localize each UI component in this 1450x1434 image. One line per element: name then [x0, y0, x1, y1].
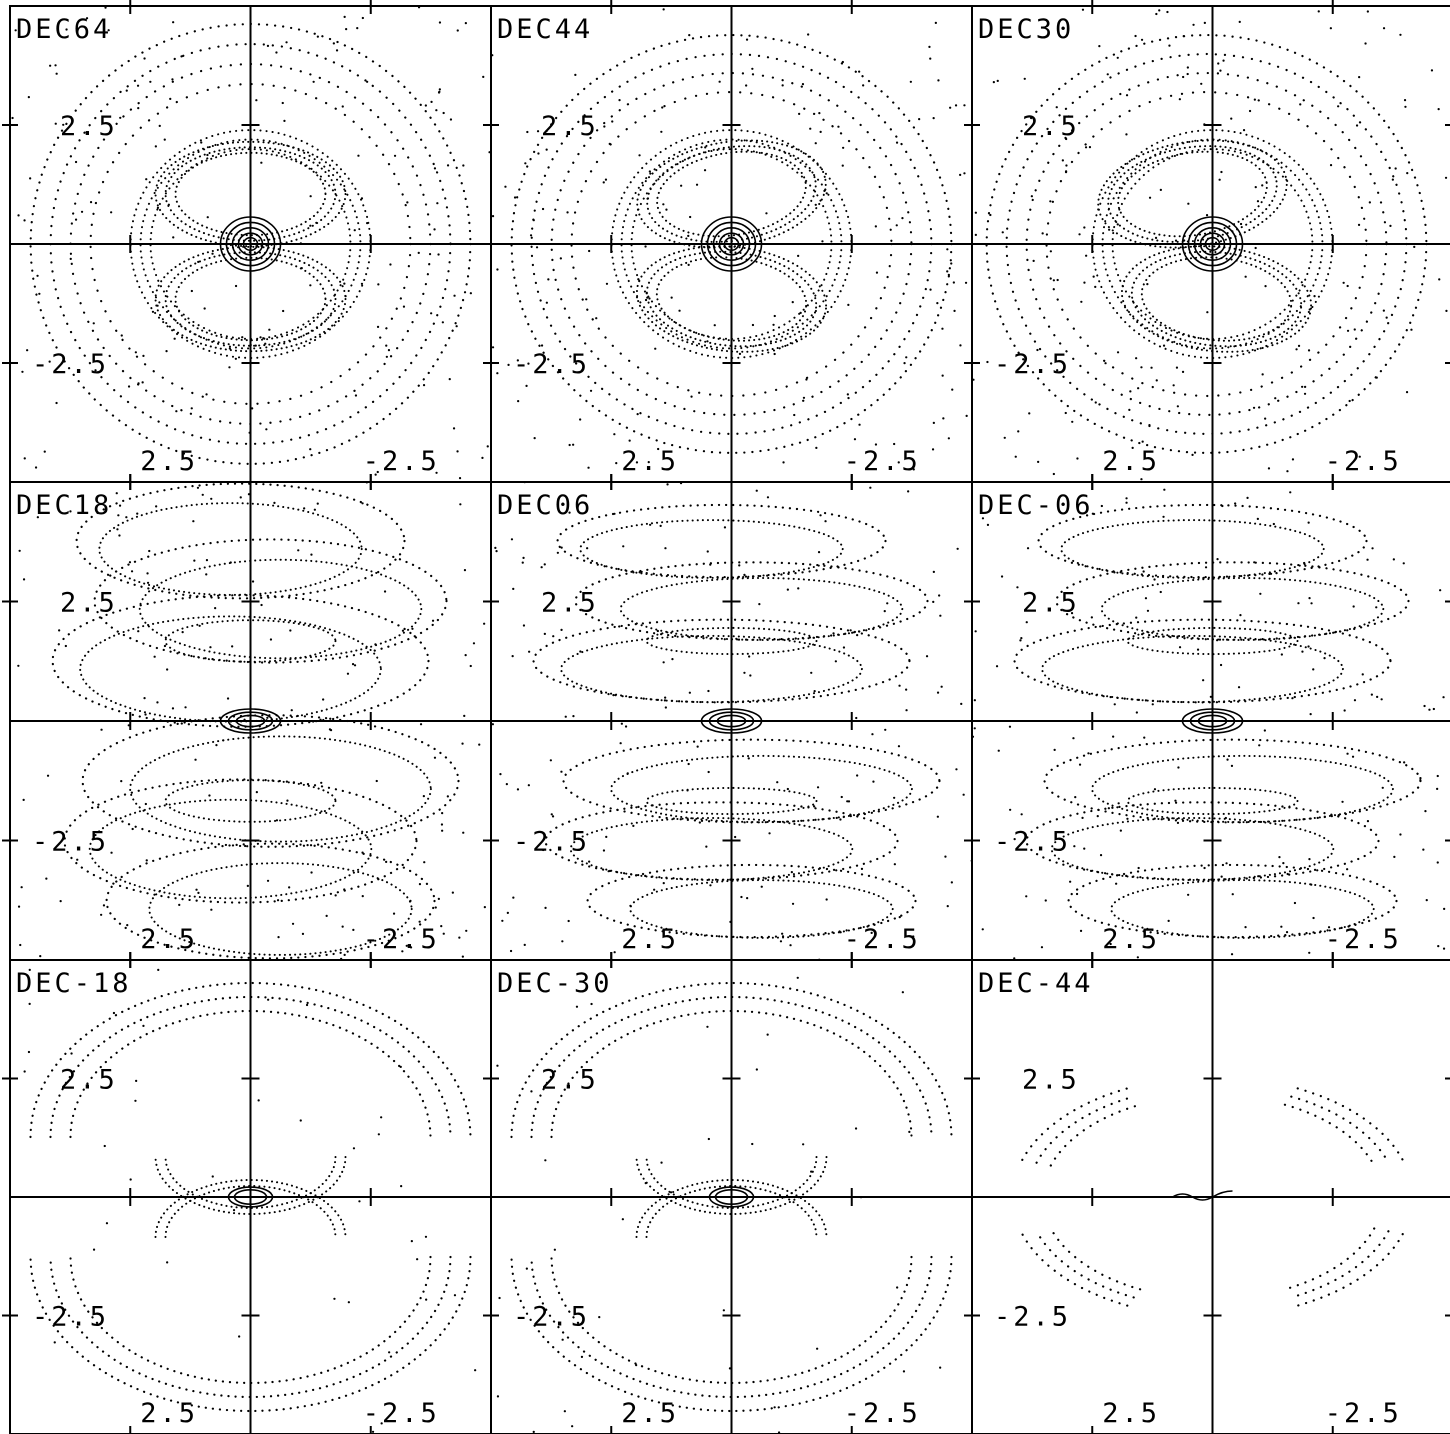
- orbit-tracks: [972, 488, 1446, 960]
- panel-label: DEC-06: [978, 490, 1094, 521]
- orbit-tracks: [496, 976, 953, 1434]
- y-neg-tick-label: -2.5: [32, 1302, 109, 1333]
- x-neg-tick-label: -2.5: [844, 924, 921, 955]
- x-neg-tick-label: -2.5: [363, 1398, 440, 1429]
- y-pos-tick-label: 2.5: [1022, 111, 1080, 142]
- panel-dec06: DEC06 2.5 -2.5 2.5 -2.5: [483, 474, 980, 968]
- x-neg-tick-label: -2.5: [1325, 1398, 1402, 1429]
- y-pos-tick-label: 2.5: [60, 1065, 118, 1096]
- panel-label: DEC30: [978, 14, 1074, 45]
- panel-dec-18: DEC-18 2.5 -2.5 2.5 -2.5: [2, 952, 499, 1434]
- x-pos-tick-label: 2.5: [1102, 924, 1160, 955]
- panel-dec-44: DEC-44 2.5 -2.5 2.5 -2.5: [964, 952, 1450, 1434]
- panel-dec30: DEC30 2.5 -2.5 2.5 -2.5: [964, 0, 1450, 490]
- x-pos-tick-label: 2.5: [1102, 1398, 1160, 1429]
- panel-label: DEC06: [497, 490, 593, 521]
- x-pos-tick-label: 2.5: [621, 1398, 679, 1429]
- y-neg-tick-label: -2.5: [513, 1302, 590, 1333]
- orbit-tracks: [17, 482, 486, 960]
- panel-label: DEC44: [497, 14, 593, 45]
- x-pos-tick-label: 2.5: [140, 1398, 198, 1429]
- panel-label: DEC18: [16, 490, 112, 521]
- y-pos-tick-label: 2.5: [541, 1065, 599, 1096]
- x-neg-tick-label: -2.5: [363, 924, 440, 955]
- y-pos-tick-label: 2.5: [541, 588, 599, 619]
- y-neg-tick-label: -2.5: [32, 349, 109, 380]
- y-neg-tick-label: -2.5: [513, 827, 590, 858]
- x-neg-tick-label: -2.5: [844, 1398, 921, 1429]
- panel-dec64: DEC64 2.5 -2.5 2.5 -2.5: [2, 0, 499, 490]
- x-pos-tick-label: 2.5: [621, 446, 679, 477]
- y-pos-tick-label: 2.5: [60, 111, 118, 142]
- x-pos-tick-label: 2.5: [140, 924, 198, 955]
- y-pos-tick-label: 2.5: [1022, 588, 1080, 619]
- orbit-tracks: [1021, 1087, 1404, 1307]
- panel-dec-06: DEC-06 2.5 -2.5 2.5 -2.5: [964, 474, 1450, 968]
- y-pos-tick-label: 2.5: [541, 111, 599, 142]
- panel-label: DEC64: [16, 14, 112, 45]
- y-neg-tick-label: -2.5: [994, 827, 1071, 858]
- x-pos-tick-label: 2.5: [621, 924, 679, 955]
- x-neg-tick-label: -2.5: [1325, 446, 1402, 477]
- y-pos-tick-label: 2.5: [1022, 1065, 1080, 1096]
- y-neg-tick-label: -2.5: [994, 349, 1071, 380]
- x-neg-tick-label: -2.5: [1325, 924, 1402, 955]
- panel-label: DEC-44: [978, 968, 1094, 999]
- y-neg-tick-label: -2.5: [513, 349, 590, 380]
- x-pos-tick-label: 2.5: [1102, 446, 1160, 477]
- x-neg-tick-label: -2.5: [363, 446, 440, 477]
- y-pos-tick-label: 2.5: [60, 588, 118, 619]
- orbit-tracks: [491, 8, 968, 471]
- y-neg-tick-label: -2.5: [32, 827, 109, 858]
- y-neg-tick-label: -2.5: [994, 1302, 1071, 1333]
- panel-label: DEC-30: [497, 968, 613, 999]
- panel-dec18: DEC18 2.5 -2.5 2.5 -2.5: [2, 474, 499, 968]
- orbit-tracks: [491, 482, 972, 960]
- panel-label: DEC-18: [16, 968, 132, 999]
- panel-dec-30: DEC-30 2.5 -2.5 2.5 -2.5: [483, 952, 980, 1434]
- x-pos-tick-label: 2.5: [140, 446, 198, 477]
- panel-dec44: DEC44 2.5 -2.5 2.5 -2.5: [483, 0, 980, 490]
- x-neg-tick-label: -2.5: [844, 446, 921, 477]
